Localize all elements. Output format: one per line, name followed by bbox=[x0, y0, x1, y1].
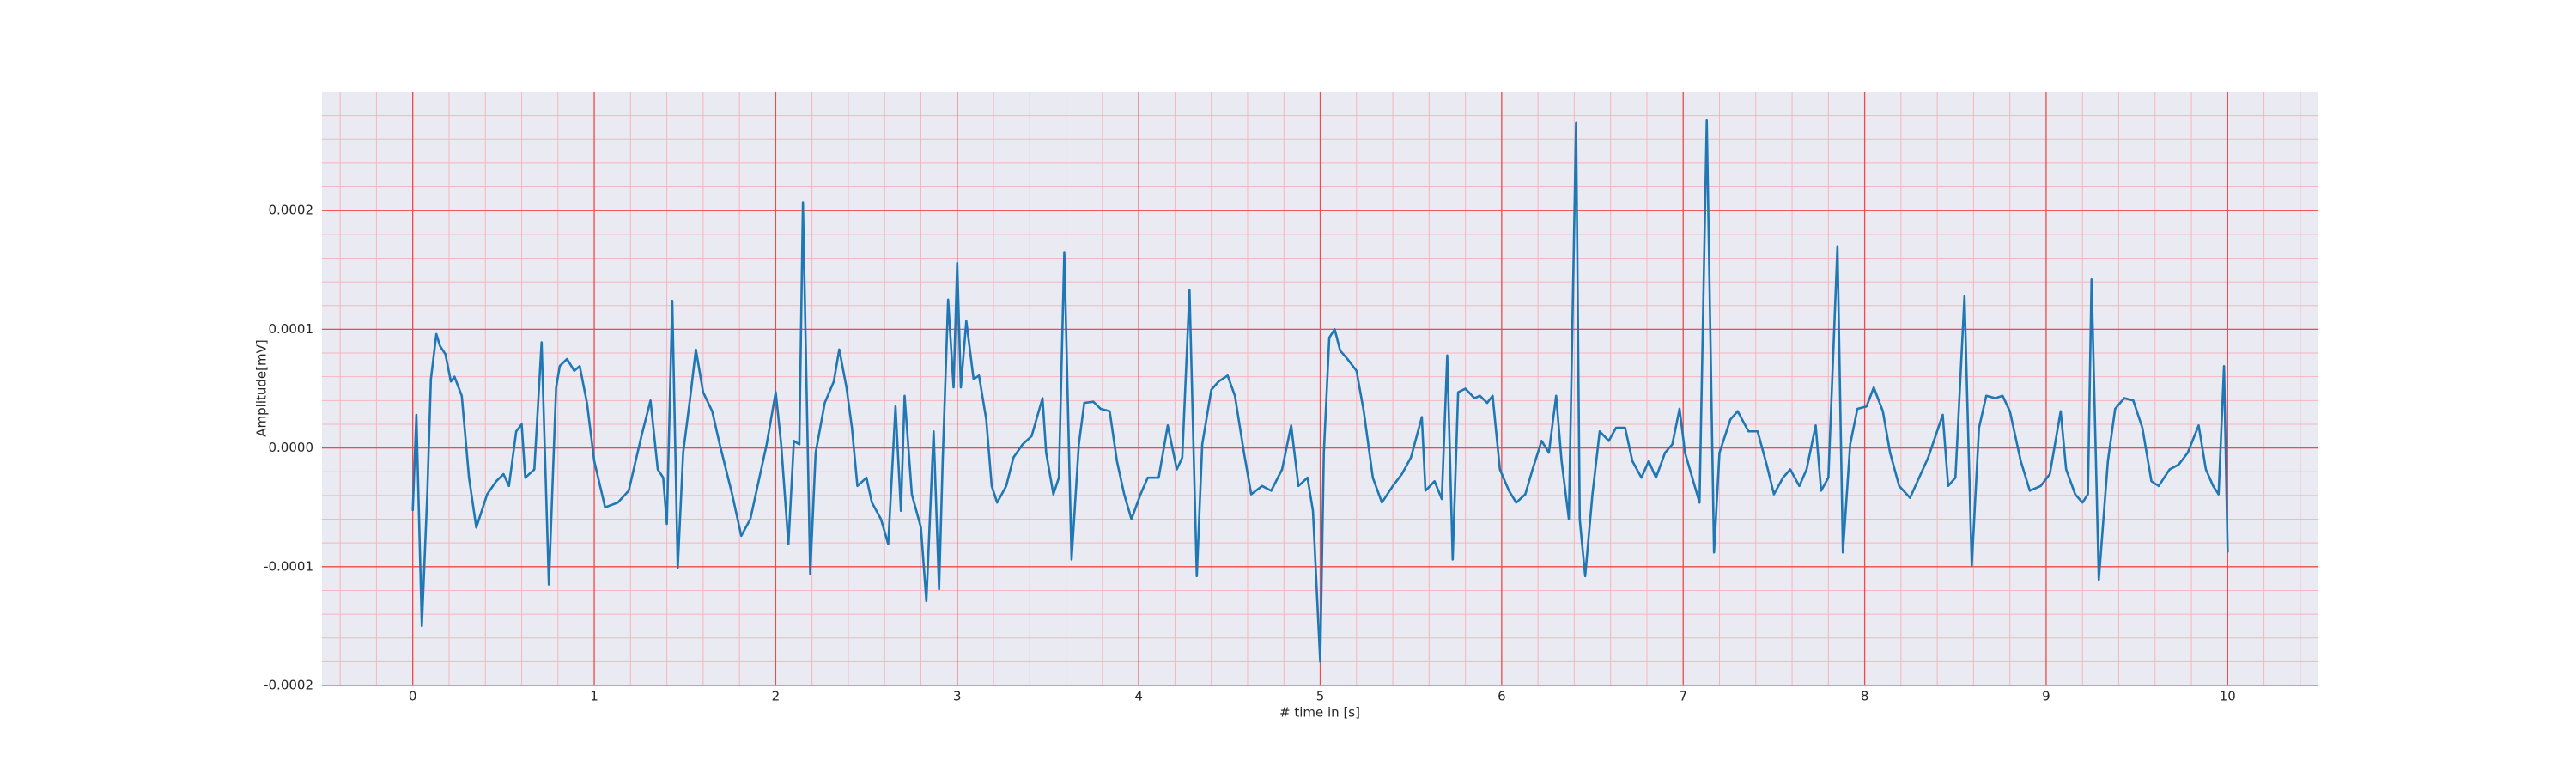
y-tick-label: -0.0002 bbox=[264, 678, 313, 693]
y-axis-label: Amplitude[mV] bbox=[254, 339, 270, 436]
labels: 0 1 2 3 4 5 6 7 8 9 10 -0.0002 -0.0001 0.0000 0.0001 0.… bbox=[264, 203, 2236, 704]
x-tick-label: 6 bbox=[1498, 689, 1506, 704]
x-tick-label: 9 bbox=[2042, 689, 2050, 704]
signal-line bbox=[411, 119, 2229, 663]
x-tick-label: 3 bbox=[953, 689, 962, 704]
x-tick-label: 7 bbox=[1679, 689, 1687, 704]
x-tick-label: 10 bbox=[2220, 689, 2236, 704]
grid bbox=[322, 92, 2318, 686]
x-tick-label: 4 bbox=[1134, 689, 1143, 704]
y-tick-label: -0.0001 bbox=[264, 558, 313, 574]
x-axis-label: # time in [s] bbox=[1279, 705, 1360, 721]
y-tick-label: 0.0000 bbox=[269, 440, 314, 455]
x-tick-label: 8 bbox=[1861, 689, 1869, 704]
x-tick-label: 0 bbox=[409, 689, 417, 704]
y-tick-label: 0.0002 bbox=[269, 203, 314, 218]
x-tick-label: 5 bbox=[1316, 689, 1325, 704]
data bbox=[411, 119, 2229, 663]
y-tick-label: 0.0001 bbox=[269, 321, 314, 337]
x-tick-label: 1 bbox=[590, 689, 598, 704]
x-tick-label: 2 bbox=[772, 689, 781, 704]
